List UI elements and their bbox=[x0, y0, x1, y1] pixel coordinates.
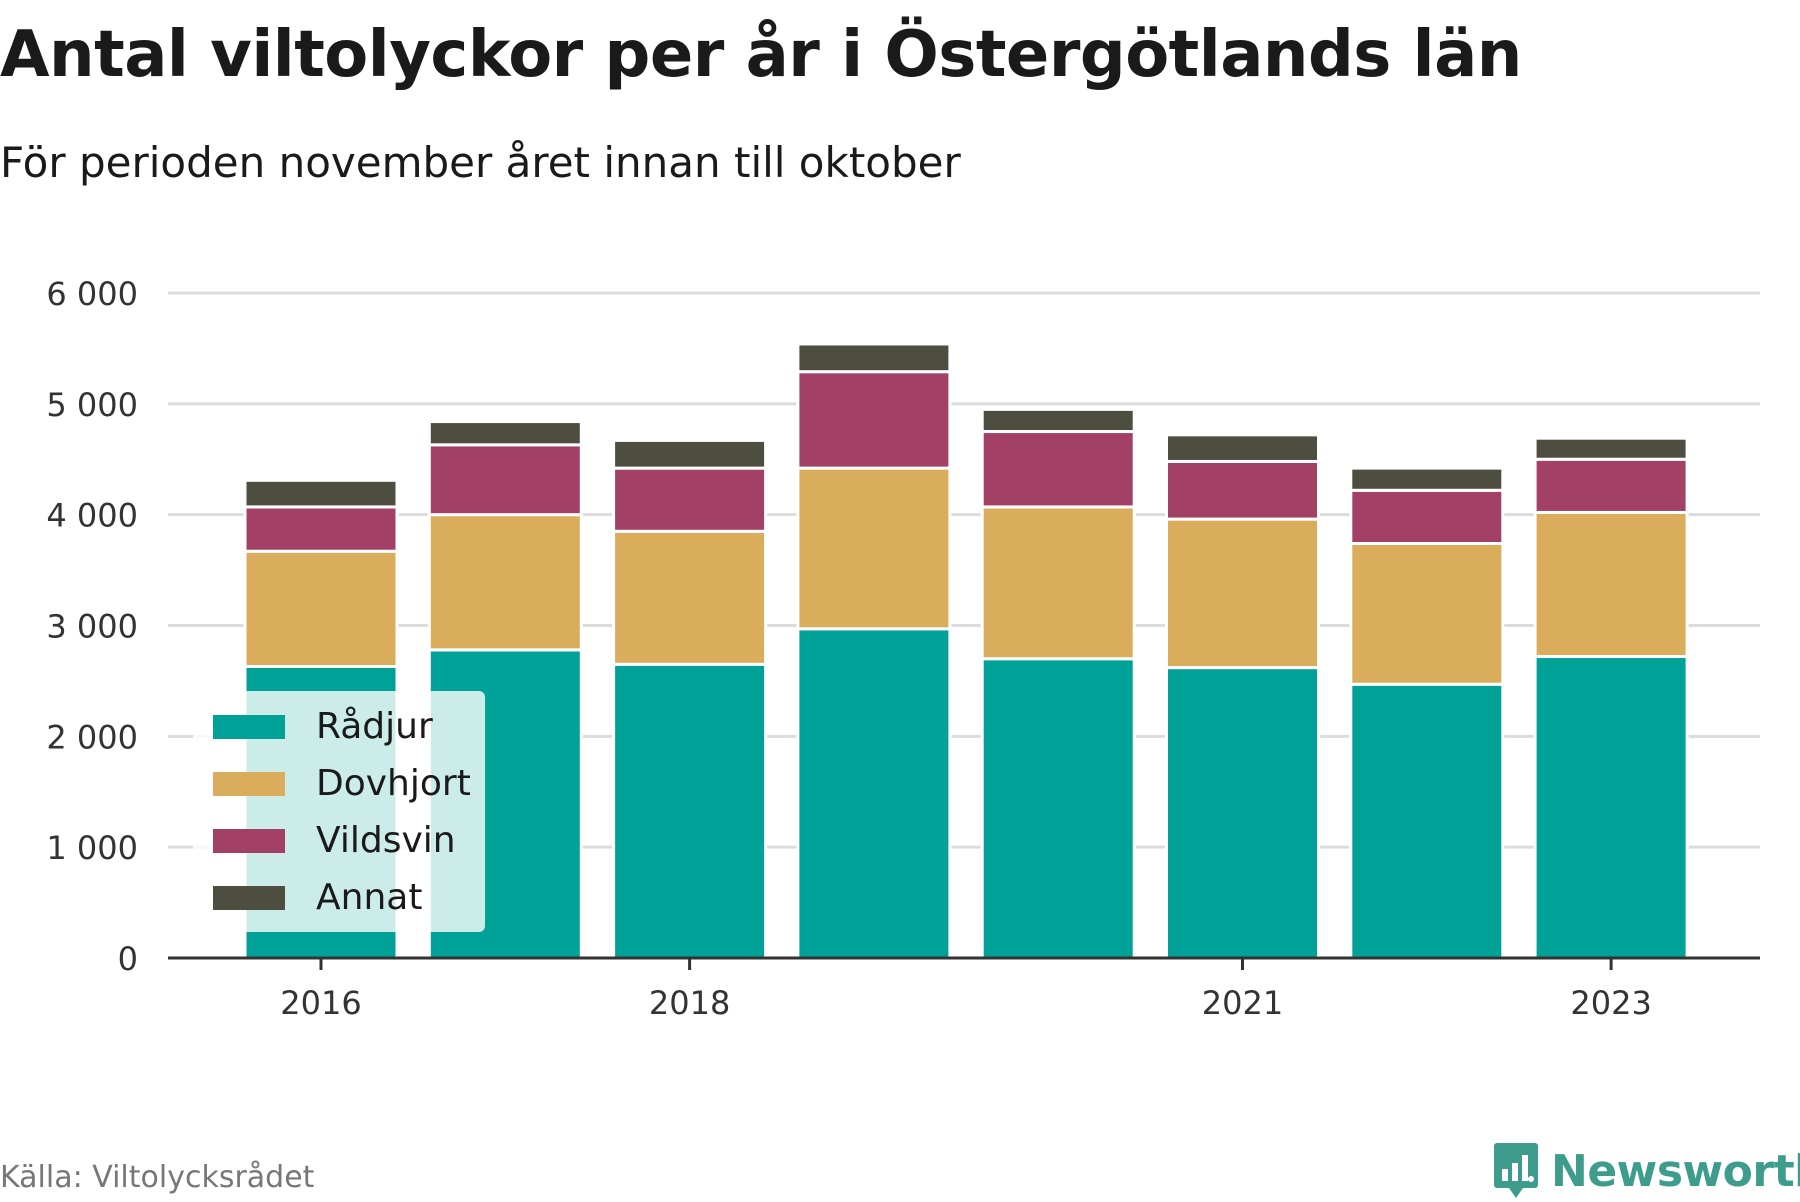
bar-segment bbox=[1533, 510, 1689, 659]
legend-swatch bbox=[213, 715, 285, 739]
legend-swatch bbox=[213, 886, 285, 910]
bar-segment bbox=[980, 505, 1136, 661]
bar-segment bbox=[612, 438, 768, 470]
bar-segment bbox=[1533, 457, 1689, 514]
bar-segment bbox=[243, 505, 399, 553]
bar-segment bbox=[1349, 682, 1505, 960]
bar-segment bbox=[1533, 436, 1689, 461]
bar-segment bbox=[980, 407, 1136, 434]
bar-segment bbox=[796, 627, 952, 960]
legend-label: Vildsvin bbox=[316, 820, 456, 861]
chart-title: Antal viltolyckor per år i Östergötlands… bbox=[0, 18, 1522, 92]
y-tick-label: 0 bbox=[118, 940, 138, 978]
x-tick-label: 2021 bbox=[1202, 984, 1283, 1022]
bar-segment bbox=[980, 657, 1136, 960]
bar-segment bbox=[427, 443, 583, 517]
legend-swatch bbox=[213, 772, 285, 796]
bar-segment bbox=[427, 513, 583, 652]
bar-segment bbox=[1349, 488, 1505, 545]
bar-segment bbox=[612, 529, 768, 666]
bar-segment bbox=[1165, 459, 1320, 521]
bar-segment bbox=[796, 370, 952, 470]
y-tick-label: 6 000 bbox=[46, 275, 138, 313]
chart-badge-icon bbox=[1494, 1143, 1538, 1198]
y-tick-label: 3 000 bbox=[46, 608, 138, 646]
source-note: Källa: Viltolycksrådet bbox=[0, 1160, 315, 1195]
x-tick-label: 2018 bbox=[649, 984, 730, 1022]
bar-segment bbox=[1349, 541, 1505, 686]
bar-segment bbox=[980, 430, 1136, 509]
bar-segment bbox=[243, 549, 399, 669]
bar-segment bbox=[243, 478, 399, 509]
legend-label: Rådjur bbox=[316, 706, 433, 747]
y-tick-label: 2 000 bbox=[46, 718, 138, 756]
bar-segment bbox=[612, 662, 768, 960]
bar-segment bbox=[1165, 517, 1320, 670]
y-tick-label: 4 000 bbox=[46, 497, 138, 535]
bar-segment bbox=[796, 466, 952, 631]
legend[interactable]: Rådjur Dovhjort Vildsvin Annat bbox=[193, 691, 485, 932]
y-tick-label: 1 000 bbox=[46, 829, 138, 867]
legend-label: Dovhjort bbox=[316, 763, 471, 804]
y-axis: 0 1 000 2 000 3 000 4 000 5 000 6 000 bbox=[46, 275, 138, 978]
legend-box bbox=[193, 691, 485, 932]
chart-subtitle: För perioden november året innan till ok… bbox=[0, 138, 961, 187]
brand-name: Newsworthy bbox=[1551, 1145, 1800, 1197]
bar-segment bbox=[796, 342, 952, 374]
bar-segment bbox=[427, 420, 583, 447]
legend-swatch bbox=[213, 829, 285, 853]
brand-logo[interactable]: Newsworthy bbox=[1493, 1140, 1800, 1202]
x-tick-label: 2023 bbox=[1570, 984, 1651, 1022]
bar-segment bbox=[1533, 655, 1689, 960]
bar-segment bbox=[1349, 466, 1505, 492]
bar-segment bbox=[1165, 666, 1320, 960]
y-tick-label: 5 000 bbox=[46, 386, 138, 424]
x-axis: 2016 2018 2021 2023 bbox=[168, 956, 1760, 1022]
legend-label: Annat bbox=[316, 877, 422, 918]
bar-segment bbox=[1165, 433, 1320, 463]
x-tick-label: 2016 bbox=[280, 984, 361, 1022]
bar-segment bbox=[612, 466, 768, 533]
